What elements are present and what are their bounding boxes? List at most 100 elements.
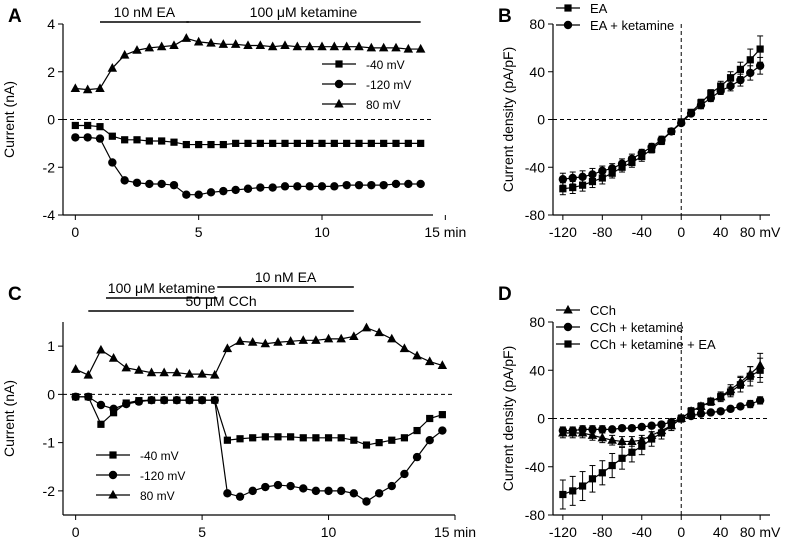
data-point bbox=[273, 337, 283, 346]
x-tick-label: 10 bbox=[321, 524, 337, 540]
data-point bbox=[598, 174, 606, 182]
data-point bbox=[568, 173, 577, 183]
data-point bbox=[267, 41, 278, 51]
data-point bbox=[299, 484, 308, 493]
data-point bbox=[306, 139, 314, 147]
data-point bbox=[157, 179, 166, 189]
data-point bbox=[195, 140, 203, 149]
data-point bbox=[746, 372, 754, 380]
data-point bbox=[415, 43, 426, 53]
data-point bbox=[95, 83, 105, 93]
data-point bbox=[222, 343, 233, 353]
data-point bbox=[568, 426, 577, 435]
panel-label: B bbox=[498, 6, 512, 27]
data-point bbox=[235, 492, 245, 501]
x-tick-label: -80 bbox=[592, 224, 612, 240]
series-80-mv bbox=[70, 33, 426, 94]
data-point bbox=[736, 381, 745, 389]
series-cch-ketamine bbox=[558, 396, 765, 435]
data-point bbox=[120, 176, 129, 185]
data-point bbox=[578, 482, 587, 490]
data-point bbox=[147, 395, 156, 405]
y-tick-label: -40 bbox=[525, 459, 545, 475]
data-point bbox=[292, 41, 303, 51]
data-point bbox=[197, 395, 207, 405]
series-120-mv bbox=[71, 392, 447, 506]
data-point bbox=[706, 408, 716, 417]
data-point bbox=[330, 139, 338, 147]
data-point bbox=[697, 402, 705, 411]
data-point bbox=[71, 392, 80, 401]
y-tick-label: 40 bbox=[529, 362, 545, 378]
data-point bbox=[588, 170, 597, 179]
data-point bbox=[349, 489, 359, 498]
data-point bbox=[387, 333, 397, 343]
data-point bbox=[260, 338, 271, 348]
data-point bbox=[417, 139, 425, 147]
data-point bbox=[716, 407, 725, 416]
data-point bbox=[268, 183, 277, 192]
data-point bbox=[293, 139, 301, 147]
data-point bbox=[132, 178, 142, 187]
data-point bbox=[374, 489, 384, 498]
data-point bbox=[707, 89, 715, 97]
data-point bbox=[96, 344, 106, 354]
data-point bbox=[323, 333, 334, 343]
data-point bbox=[391, 42, 401, 52]
data-point bbox=[425, 436, 434, 445]
data-point bbox=[617, 159, 627, 168]
data-point bbox=[362, 497, 371, 506]
data-point bbox=[169, 40, 179, 50]
data-point bbox=[159, 367, 169, 377]
legend-label: -40 mV bbox=[140, 449, 179, 463]
legend-marker bbox=[564, 4, 572, 12]
data-point bbox=[736, 65, 745, 73]
data-point bbox=[578, 172, 587, 181]
data-point bbox=[696, 409, 706, 418]
data-point bbox=[82, 84, 93, 94]
data-point bbox=[299, 434, 307, 442]
data-point bbox=[329, 41, 340, 51]
y-tick-label: -2 bbox=[43, 483, 56, 499]
data-point bbox=[598, 469, 606, 477]
data-point bbox=[559, 490, 567, 499]
data-point bbox=[400, 434, 409, 442]
data-point bbox=[438, 411, 446, 419]
data-point bbox=[243, 40, 253, 50]
legend-marker bbox=[335, 60, 343, 68]
data-point bbox=[361, 322, 372, 332]
series-80-mv bbox=[70, 322, 448, 379]
data-point bbox=[122, 399, 131, 409]
data-point bbox=[413, 426, 421, 435]
data-point bbox=[121, 136, 129, 144]
legend: -40 mV -120 mV 80 mV bbox=[96, 449, 185, 503]
data-point bbox=[337, 434, 345, 442]
data-point bbox=[587, 430, 598, 439]
legend-marker bbox=[563, 304, 573, 314]
data-point bbox=[287, 433, 295, 441]
data-point bbox=[108, 353, 119, 362]
data-point bbox=[172, 395, 182, 405]
data-point bbox=[134, 397, 144, 406]
data-point bbox=[343, 139, 351, 147]
data-point bbox=[736, 75, 745, 85]
data-point bbox=[298, 335, 308, 344]
data-point bbox=[95, 134, 105, 143]
x-tick-label: -40 bbox=[632, 224, 652, 240]
data-point bbox=[244, 139, 252, 147]
data-point bbox=[627, 423, 637, 433]
y-tick-label: -80 bbox=[525, 507, 545, 523]
data-point bbox=[756, 366, 764, 374]
data-point bbox=[280, 40, 290, 50]
data-point bbox=[648, 435, 656, 443]
data-point bbox=[70, 83, 81, 93]
data-point bbox=[400, 469, 409, 479]
data-point bbox=[736, 402, 745, 411]
x-tick-label: 80 mV bbox=[740, 524, 781, 540]
treatment-label-50-m-cch: 50 μM CCh bbox=[186, 293, 257, 309]
data-point bbox=[193, 36, 204, 46]
data-point bbox=[598, 166, 607, 176]
data-point bbox=[280, 182, 290, 191]
x-tick-label: 5 bbox=[198, 524, 206, 540]
